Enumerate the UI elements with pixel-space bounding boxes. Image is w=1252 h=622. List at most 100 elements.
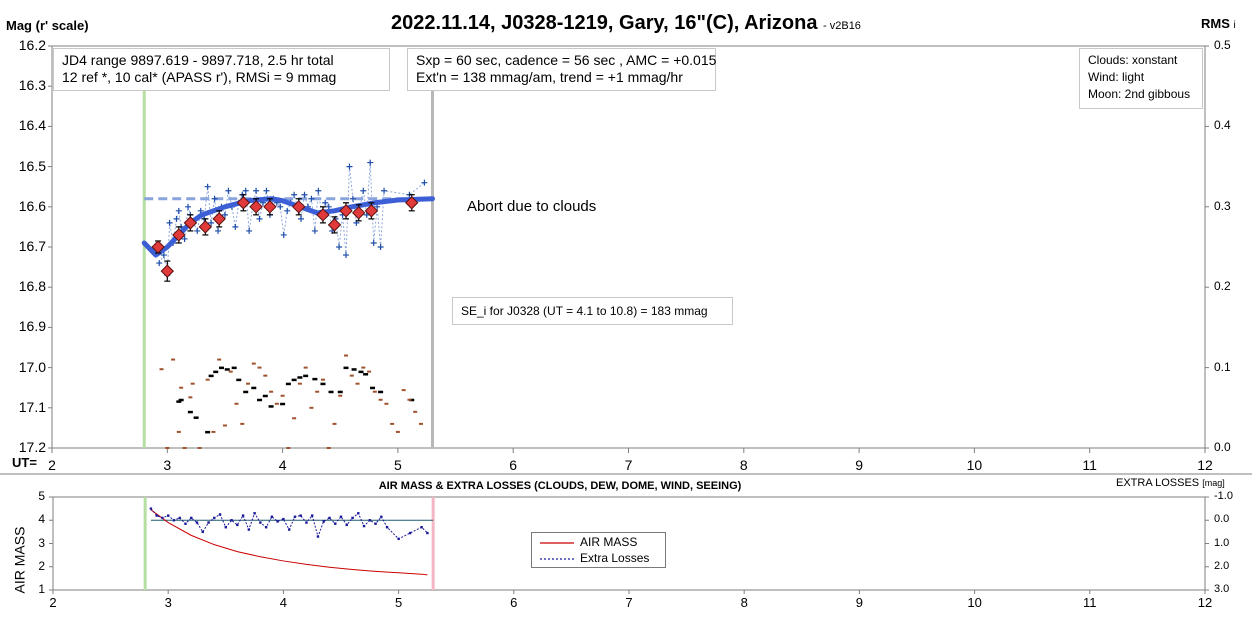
subplot-x-tick-label: 3 [164, 595, 172, 610]
rms-black-mark [251, 386, 257, 390]
rms-brown-mark [309, 406, 314, 409]
rms-black-mark [370, 386, 376, 390]
rms-black-mark [257, 398, 263, 402]
rms-black-mark [193, 416, 199, 419]
extra-losses-point [264, 526, 268, 529]
rms-brown-mark [326, 447, 331, 449]
subplot-y2-tick-label: 0.0 [1214, 513, 1230, 526]
raw-data-point [215, 227, 222, 234]
y2-axis-label-text: RMS [1201, 16, 1230, 31]
conditions-moon: Moon: 2nd gibbous [1088, 87, 1191, 101]
raw-data-point [185, 203, 192, 210]
rms-black-mark [409, 398, 415, 402]
rms-brown-mark [159, 368, 164, 371]
binned-data-point [327, 218, 342, 232]
extra-losses-point [299, 514, 302, 517]
raw-data-point [284, 207, 291, 214]
rms-black-mark [328, 390, 334, 394]
raw-data-point [225, 187, 232, 194]
conditions-box: Clouds: xonstant Wind: light Moon: 2nd g… [1079, 48, 1203, 109]
rms-black-mark [187, 410, 193, 414]
extra-losses-point [224, 526, 227, 529]
binned-data-point [160, 264, 175, 278]
raw-data-point [280, 231, 287, 238]
rms-brown-mark [188, 396, 193, 399]
y-tick-label: 16.2 [18, 37, 46, 53]
rms-black-mark [351, 368, 357, 371]
extra-losses-point [167, 514, 170, 517]
subplot-y2-tick-label: 3.0 [1214, 583, 1230, 595]
rms-brown-mark [320, 378, 325, 381]
rms-brown-mark [372, 390, 377, 393]
raw-data-point [246, 227, 253, 234]
binned-data-point [263, 200, 277, 214]
y-tick-label: 16.3 [18, 77, 46, 94]
abort-note: Abort due to clouds [467, 198, 597, 215]
raw-data-point [253, 187, 260, 194]
raw-data-point [173, 215, 180, 222]
rms-brown-mark [246, 382, 251, 385]
extra-losses-point [241, 514, 245, 517]
extra-losses-point [385, 526, 389, 529]
subplot-x-tick-label: 8 [740, 595, 748, 610]
raw-data-point [322, 199, 329, 206]
binned-data-point [236, 196, 251, 210]
rms-black-mark [213, 370, 219, 374]
x-tick-label: 5 [393, 457, 402, 473]
rms-brown-mark [413, 410, 418, 413]
binned-data-point [339, 204, 353, 218]
extra-losses-label-text: EXTRA LOSSES [1116, 477, 1200, 489]
subplot-x-tick-label: 9 [855, 595, 863, 610]
rms-black-mark [178, 398, 184, 402]
extra-losses-point [357, 512, 360, 515]
raw-data-point [421, 179, 428, 186]
conditions-clouds: Clouds: xonstant [1088, 53, 1178, 67]
x-tick-label: 11 [1082, 457, 1097, 473]
binned-data-point [292, 200, 306, 214]
subplot-x-tick-label: 4 [279, 595, 287, 610]
extra-losses-point [420, 526, 423, 529]
raw-data-point [346, 163, 353, 170]
y2-axis-label: RMS i [1201, 16, 1236, 31]
rms-brown-mark [344, 354, 349, 357]
rms-brown-mark [303, 366, 308, 369]
x-tick-label: 2 [48, 457, 56, 473]
extra-losses-point [207, 521, 210, 524]
rms-black-mark [218, 366, 224, 370]
rms-brown-mark [179, 386, 184, 389]
binned-data-point [151, 240, 165, 254]
subplot-x-tick-label: 11 [1083, 595, 1097, 610]
extra-losses-point [149, 507, 153, 510]
rms-brown-mark [407, 398, 412, 401]
rms-brown-mark [378, 398, 383, 401]
raw-data-point [204, 183, 211, 190]
extra-losses-point [236, 523, 239, 527]
version-label: - v2B16 [823, 20, 861, 32]
rms-brown-mark [401, 389, 406, 392]
raw-data-point [377, 244, 384, 250]
extra-losses-label: EXTRA LOSSES [mag] [1116, 477, 1225, 489]
extra-losses-point [287, 528, 291, 531]
rms-brown-mark [205, 378, 210, 381]
binned-data-point [198, 220, 213, 234]
subplot-x-tick-label: 12 [1197, 595, 1213, 610]
rms-black-mark [262, 394, 268, 398]
extra-losses-point [311, 514, 314, 517]
y-tick-label: 16.5 [18, 157, 46, 174]
rms-brown-mark [171, 358, 176, 361]
extra-losses-point [426, 531, 429, 535]
extra-losses-point [247, 528, 251, 531]
rms-black-mark [205, 430, 211, 434]
rms-black-mark [243, 390, 249, 394]
raw-data-point [311, 227, 318, 234]
rms-brown-mark [292, 417, 297, 420]
range-info-box: JD4 range 9897.619 - 9897.718, 2.5 hr to… [53, 48, 390, 91]
y-tick-label: 16.4 [18, 117, 46, 134]
y-axis-label: Mag (r' scale) [6, 18, 89, 33]
raw-data-point [211, 195, 218, 202]
rms-brown-mark [190, 382, 195, 385]
extra-losses-point [334, 522, 337, 525]
extra-losses-point [380, 515, 383, 518]
subplot-y2-tick-label: -1.0 [1214, 490, 1233, 502]
